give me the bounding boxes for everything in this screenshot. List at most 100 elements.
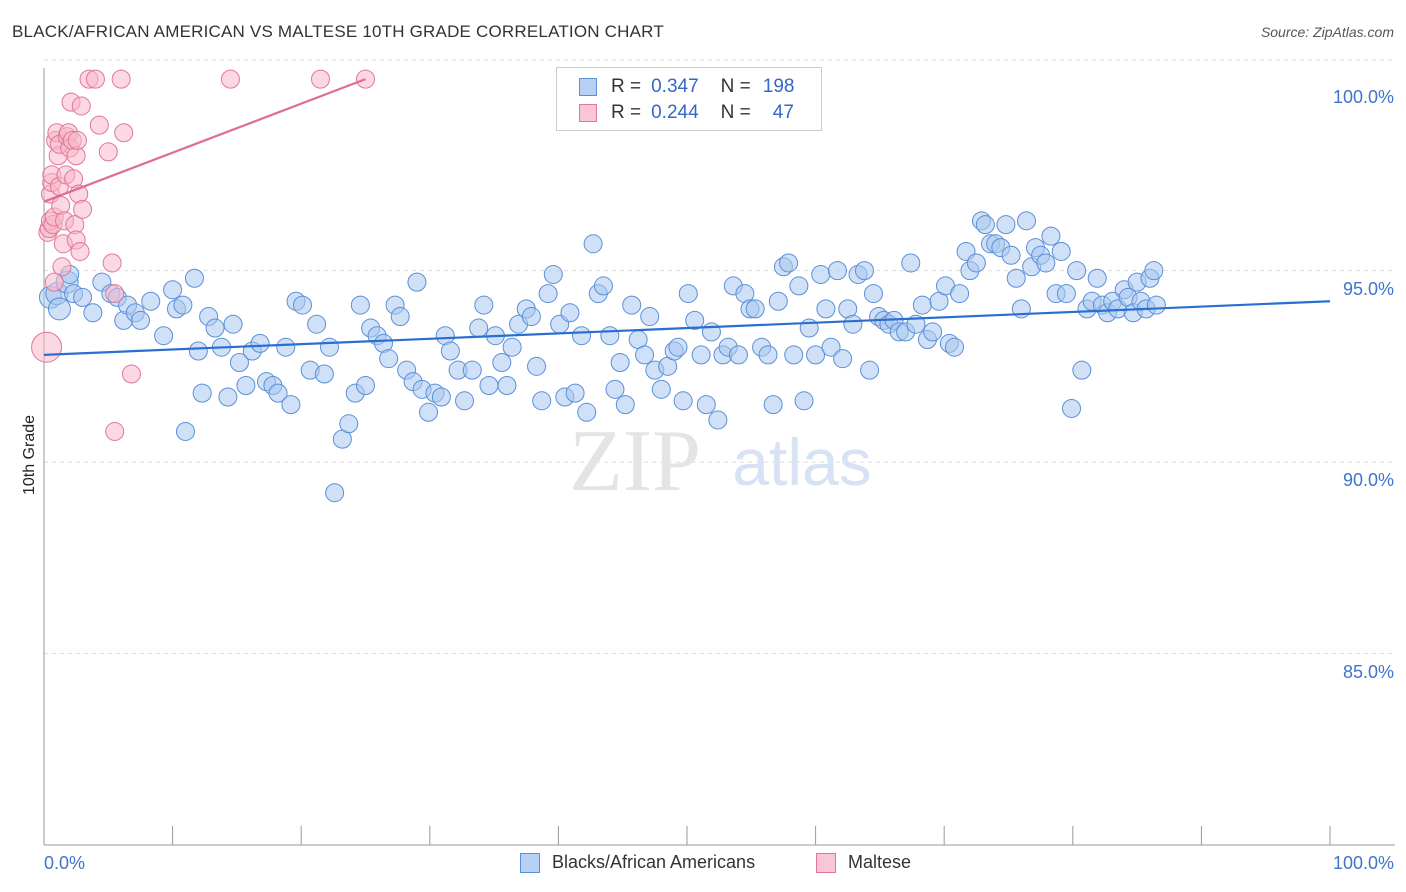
data-point-blacks [944, 337, 964, 357]
data-point-blacks [1062, 398, 1082, 418]
legend-r-value: 0.244 [651, 102, 699, 123]
data-point-blacks [696, 395, 716, 415]
data-point-blacks [635, 345, 655, 365]
data-point-maltese [102, 253, 122, 273]
data-point-maltese [31, 331, 63, 363]
x-tick-min: 0.0% [44, 853, 86, 873]
data-point-blacks [843, 314, 863, 334]
data-point-blacks [763, 395, 783, 415]
data-point-maltese [67, 130, 87, 150]
data-point-blacks [975, 215, 995, 235]
data-point-blacks [827, 261, 847, 281]
data-point-maltese [98, 142, 118, 162]
data-point-blacks [1001, 245, 1021, 265]
data-point-blacks [863, 284, 883, 304]
data-point-blacks [527, 356, 547, 376]
data-point-blacks [205, 318, 225, 338]
data-point-blacks [223, 314, 243, 334]
data-point-blacks [538, 284, 558, 304]
data-point-blacks [1041, 226, 1061, 246]
data-point-blacks [615, 395, 635, 415]
data-point-blacks [163, 280, 183, 300]
legend-swatch-pink [579, 104, 597, 122]
data-point-maltese [310, 69, 330, 89]
data-point-blacks [923, 322, 943, 342]
data-point-blacks [784, 345, 804, 365]
data-point-blacks [577, 402, 597, 422]
data-point-blacks [1017, 211, 1037, 231]
data-point-blacks [492, 353, 512, 373]
data-point-blacks [218, 387, 238, 407]
data-point-maltese [220, 69, 240, 89]
bottom-legend-swatch-blue [520, 852, 540, 873]
data-point-blacks [583, 234, 603, 254]
data-point-blacks [356, 375, 375, 395]
legend-r-label: R = [611, 102, 642, 123]
data-point-blacks [431, 387, 451, 407]
axes [43, 68, 1395, 846]
data-point-blacks [521, 307, 541, 327]
data-point-blacks [1067, 261, 1087, 281]
bottom-legend-label: Blacks/African Americans [552, 852, 756, 872]
data-point-blacks [83, 303, 103, 323]
data-point-blacks [1146, 295, 1166, 315]
data-point-blacks [184, 268, 204, 288]
data-point-blacks [685, 310, 705, 330]
correlation-legend: R = 0.347 N = 198 R = 0.244 N = 47 [556, 67, 822, 131]
data-point-blacks [768, 291, 788, 311]
bottom-legend-swatch-pink [816, 852, 836, 873]
source-label: Source: ZipAtlas.com [1260, 24, 1394, 40]
legend-n-value: 198 [762, 76, 795, 97]
data-point-blacks [789, 276, 809, 296]
data-point-blacks [572, 326, 592, 346]
data-point-maltese [85, 69, 105, 89]
data-point-blacks [668, 337, 688, 357]
data-point-blacks [314, 364, 334, 384]
data-point-blacks [474, 295, 494, 315]
data-point-maltese [105, 421, 125, 441]
data-point-blacks [821, 337, 841, 357]
data-point-blacks [691, 345, 711, 365]
data-point-blacks [455, 391, 475, 411]
data-point-blacks [543, 264, 563, 284]
data-point-blacks [47, 297, 71, 321]
y-tick-label: 90.0% [1342, 470, 1394, 491]
legend-n-value: 47 [772, 102, 794, 123]
legend-row-blacks: R = 0.347 N = 198 [579, 75, 794, 99]
grid-lines [44, 59, 1395, 655]
data-point-blacks [130, 310, 150, 330]
data-point-blacks [745, 299, 765, 319]
data-point-blacks [758, 345, 778, 365]
bottom-legend-maltese: Maltese [816, 852, 911, 873]
data-point-blacks [339, 414, 359, 434]
data-point-maltese [70, 241, 90, 261]
data-point-blacks [708, 410, 728, 430]
data-point-blacks [1144, 261, 1164, 281]
legend-swatch-blue [579, 78, 597, 96]
data-point-blacks [319, 337, 339, 357]
data-point-blacks [479, 375, 499, 395]
data-point-blacks [794, 391, 814, 411]
data-point-blacks [379, 349, 399, 369]
data-point-blacks [188, 341, 208, 361]
data-point-blacks [901, 253, 921, 273]
trend-line-maltese [43, 78, 366, 203]
x-tick-max: 100.0% [1332, 853, 1394, 873]
data-point-blacks [236, 375, 256, 395]
data-point-blacks [593, 276, 613, 296]
data-point-blacks [292, 295, 312, 315]
data-point-blacks [73, 287, 93, 307]
data-point-blacks [728, 345, 748, 365]
data-point-blacks [390, 307, 410, 327]
data-point-blacks [192, 383, 212, 403]
data-point-blacks [440, 341, 460, 361]
data-point-blacks [502, 337, 522, 357]
data-point-blacks [966, 253, 986, 273]
data-point-blacks [806, 345, 826, 365]
watermark: ZIP atlas [569, 413, 872, 510]
data-point-blacks [173, 295, 193, 315]
data-point-maltese [111, 69, 131, 89]
data-point-blacks [497, 375, 517, 395]
data-point-blacks [640, 307, 660, 327]
